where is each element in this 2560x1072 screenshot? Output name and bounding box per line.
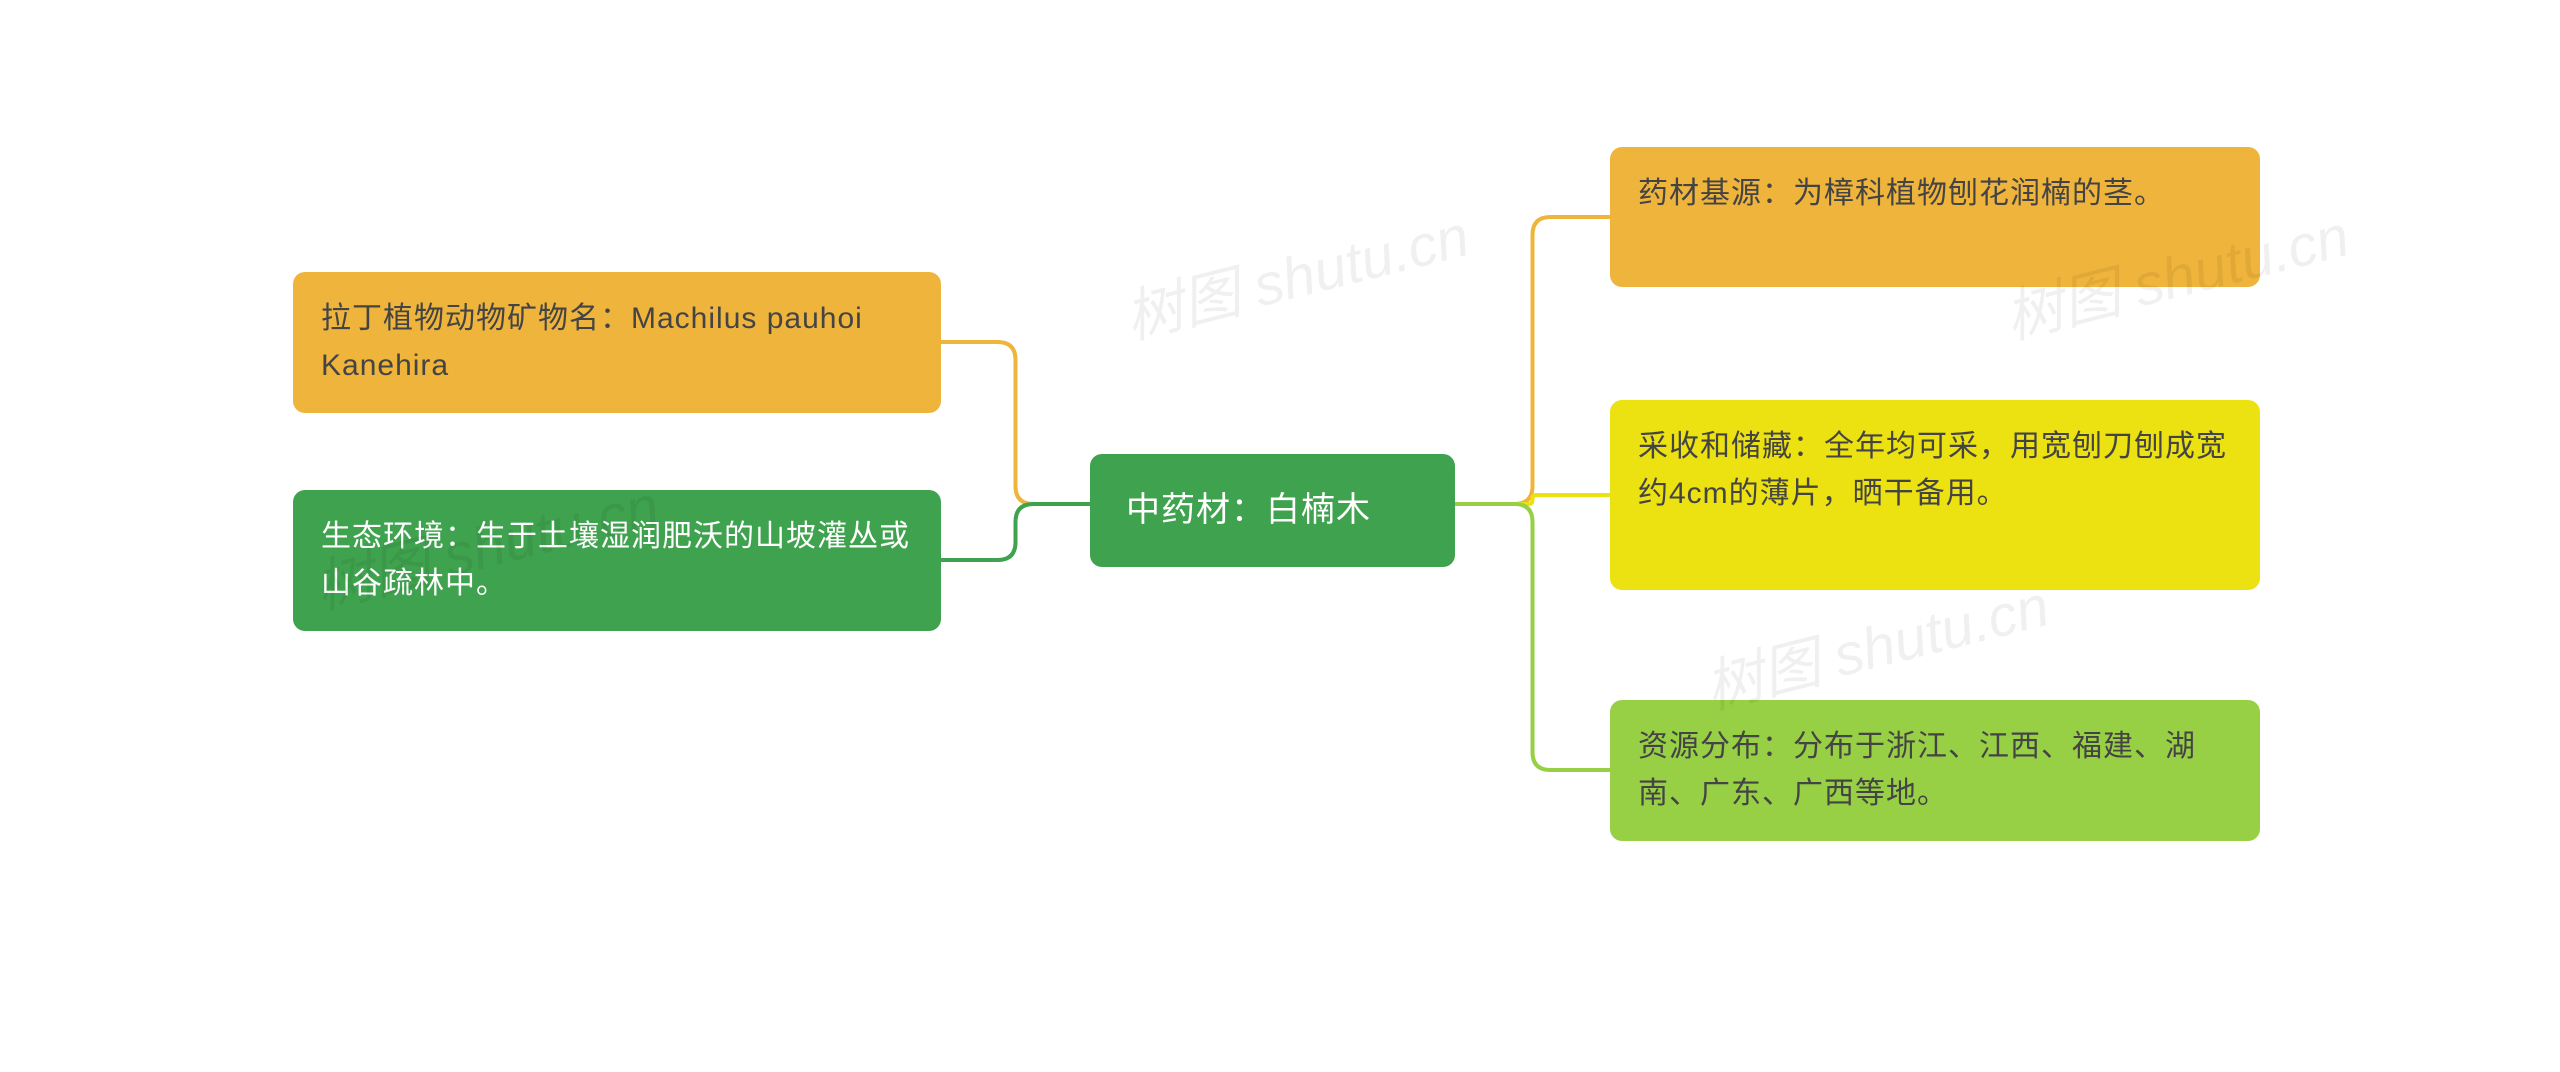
watermark: 树图 shutu.cn xyxy=(1115,189,1476,356)
node-distribution: 资源分布：分布于浙江、江西、福建、湖南、广东、广西等地。 xyxy=(1610,700,2260,841)
node-latin: 拉丁植物动物矿物名：Machilus pauhoi Kanehira xyxy=(293,272,941,413)
node-harvest: 采收和储藏：全年均可采，用宽刨刀刨成宽约4cm的薄片，晒干备用。 xyxy=(1610,400,2260,590)
center-node: 中药材：白楠木 xyxy=(1090,454,1455,567)
